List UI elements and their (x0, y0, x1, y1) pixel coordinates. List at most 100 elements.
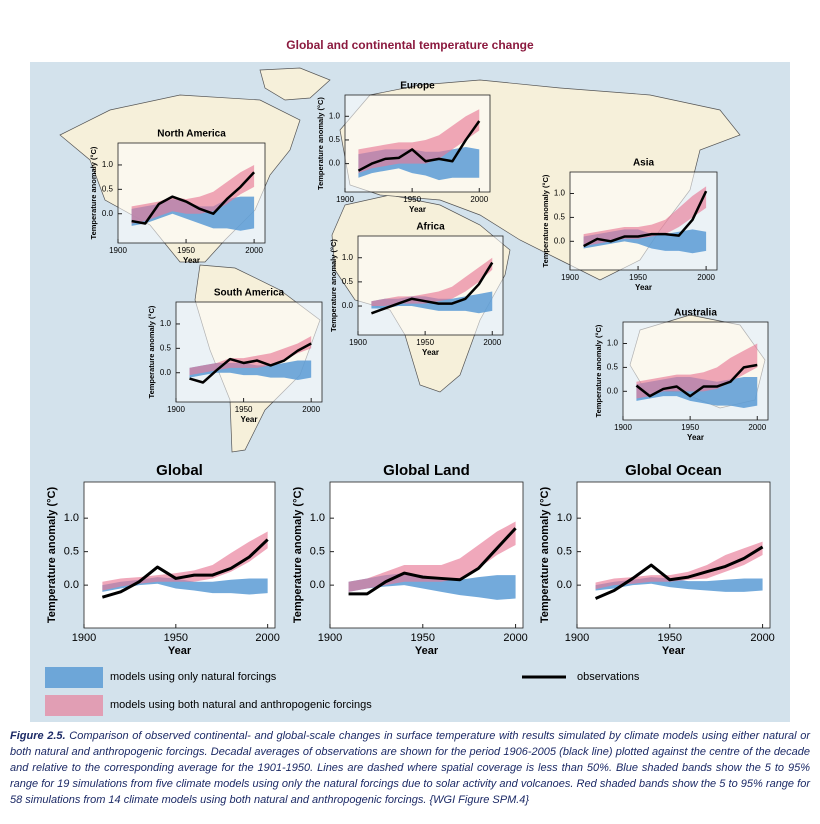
x-tick-label: 2000 (697, 273, 715, 282)
x-axis-label: Year (635, 283, 652, 292)
x-tick-label: 2000 (750, 632, 774, 644)
y-tick-label: 1.0 (102, 160, 114, 169)
x-tick-label: 2000 (302, 405, 320, 414)
chart-title: Global (156, 462, 203, 479)
chart-title: Global Ocean (625, 462, 722, 479)
y-axis-label: Temperature anomaly (°C) (541, 174, 550, 267)
chart: South America 0.0 0.5 1.0 1900 1950 2000 Year Te… (147, 288, 323, 424)
legend-label: observations (577, 671, 640, 683)
chart: Europe 0.0 0.5 1.0 1900 1950 2000 Year Temperatu… (316, 81, 491, 214)
chart: Africa 0.0 0.5 1.0 1900 1950 2000 Year Temperatu… (329, 222, 504, 357)
y-tick-label: 0.5 (557, 546, 572, 558)
chart: Asia 0.0 0.5 1.0 1900 1950 2000 Year Temperature… (541, 158, 718, 292)
x-tick-label: 2000 (483, 338, 501, 347)
range-band (131, 164, 255, 224)
y-axis-label: Temperature anomaly (°C) (292, 487, 304, 624)
chart-title: Australia (674, 308, 717, 319)
y-tick-label: 0.0 (102, 209, 114, 218)
x-tick-label: 1950 (416, 338, 434, 347)
chart-title: Europe (400, 81, 435, 92)
y-tick-label: 0.0 (329, 159, 341, 168)
chart: Australia 0.0 0.5 1.0 1900 1950 2000 Year Temper… (594, 308, 769, 442)
y-axis-label: Temperature anomaly (°C) (539, 487, 551, 624)
x-tick-label: 1900 (72, 632, 96, 644)
y-tick-label: 1.0 (554, 189, 566, 198)
caption-label: Figure 2.5. (10, 730, 66, 742)
chart-title: South America (214, 288, 285, 299)
chart-title: Africa (416, 222, 445, 233)
observation-line (189, 342, 312, 384)
y-tick-label: 0.0 (160, 368, 172, 377)
chart-title: Asia (633, 158, 655, 169)
y-axis-label: Temperature anomaly (°C) (329, 239, 338, 332)
range-band (102, 531, 268, 591)
range-band (636, 343, 758, 399)
chart: North America 0.0 0.5 1.0 1900 1950 2000 Year Te… (89, 129, 266, 265)
x-axis-label: Year (409, 205, 426, 214)
y-tick-label: 0.5 (160, 343, 172, 352)
x-tick-label: 1900 (318, 632, 342, 644)
observation-line (348, 527, 517, 596)
chart: Global 0.0 0.5 1.0 1900 1950 2000 Year Temperatu… (46, 462, 280, 657)
x-tick-label: 1950 (403, 195, 421, 204)
legend-label: models using both natural and anthropoge… (110, 699, 372, 711)
y-tick-label: 0.0 (554, 236, 566, 245)
chart: Global Land 0.0 0.5 1.0 1900 1950 2000 Year Temp… (292, 462, 528, 657)
y-tick-label: 1.0 (557, 512, 572, 524)
x-axis-label: Year (662, 645, 686, 657)
y-tick-label: 1.0 (329, 111, 341, 120)
range-band (595, 541, 763, 590)
chart-title: Global Land (383, 462, 470, 479)
figure-title: Global and continental temperature chang… (286, 38, 534, 52)
observation-line (594, 545, 764, 600)
observation-line (635, 363, 758, 398)
x-tick-label: 1900 (349, 338, 367, 347)
greenland (259, 67, 331, 101)
figure: Global and continental temperature chang… (30, 38, 790, 722)
y-axis-label: Temperature anomaly (°C) (89, 146, 98, 239)
x-tick-label: 1950 (411, 632, 435, 644)
x-tick-label: 1900 (109, 246, 127, 255)
y-tick-label: 0.5 (342, 277, 354, 286)
range-band (358, 109, 480, 174)
observation-line (101, 538, 269, 599)
y-tick-label: 0.0 (310, 579, 325, 591)
range-band (371, 257, 493, 307)
x-tick-label: 1900 (561, 273, 579, 282)
chart: Global Ocean 0.0 0.5 1.0 1900 1950 2000 Year Tem… (539, 462, 775, 657)
y-axis-label: Temperature anomaly (°C) (46, 487, 58, 624)
x-tick-label: 2000 (470, 195, 488, 204)
x-tick-label: 1900 (167, 405, 185, 414)
y-tick-label: 0.5 (102, 184, 114, 193)
y-tick-label: 0.5 (310, 546, 325, 558)
legend-swatch (45, 695, 103, 716)
x-tick-label: 1950 (177, 246, 195, 255)
x-tick-label: 2000 (255, 632, 279, 644)
x-tick-label: 1900 (614, 423, 632, 432)
x-axis-label: Year (168, 645, 192, 657)
y-tick-label: 0.5 (329, 135, 341, 144)
x-tick-label: 1900 (336, 195, 354, 204)
x-tick-label: 1950 (235, 405, 253, 414)
x-axis-label: Year (241, 415, 258, 424)
y-axis-label: Temperature anomaly (°C) (316, 97, 325, 190)
observation-line (131, 171, 256, 225)
x-axis-label: Year (415, 645, 439, 657)
x-tick-label: 1950 (629, 273, 647, 282)
observation-line (371, 261, 494, 315)
plot-area (569, 171, 718, 271)
y-tick-label: 0.0 (342, 301, 354, 310)
x-axis-label: Year (422, 348, 439, 357)
x-axis-label: Year (687, 433, 704, 442)
y-axis-label: Temperature anomaly (°C) (594, 324, 603, 417)
y-tick-label: 0.0 (557, 579, 572, 591)
x-tick-label: 1950 (164, 632, 188, 644)
legend-label: models using only natural forcings (110, 671, 277, 683)
caption: Figure 2.5. Comparison of observed conti… (10, 728, 810, 808)
y-axis-label: Temperature anomaly (°C) (147, 305, 156, 398)
x-tick-label: 1900 (565, 632, 589, 644)
caption-text: Comparison of observed continental- and … (10, 730, 810, 806)
legend-swatch (45, 667, 103, 688)
y-tick-label: 1.0 (160, 319, 172, 328)
